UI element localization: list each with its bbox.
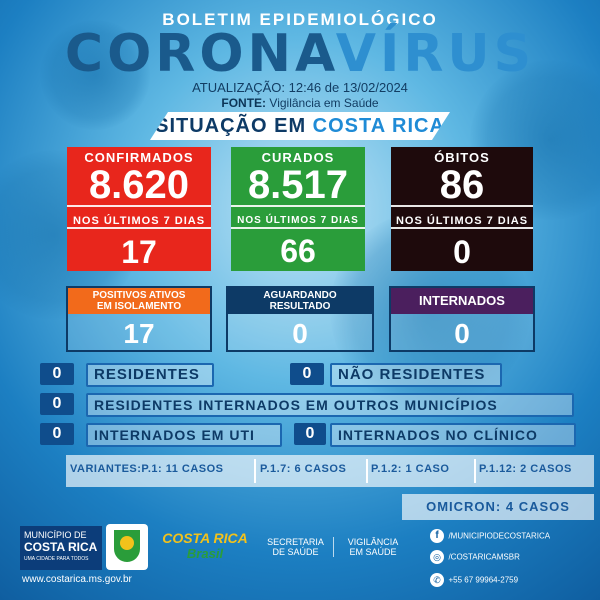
update-timestamp: ATUALIZAÇÃO: 12:46 de 13/02/2024	[192, 80, 408, 95]
source-label: FONTE:	[221, 96, 267, 110]
recovered-7days-label: NOS ÚLTIMOS 7 DIAS	[237, 215, 359, 226]
divider	[474, 459, 476, 483]
instagram-row[interactable]: ◎ /COSTARICAMSBR	[430, 548, 520, 566]
whatsapp-number: +55 67 99964-2759	[448, 575, 519, 585]
logo-text-2: Brasil	[186, 546, 224, 561]
variant-p12: P.1.2: 1 CASO	[371, 463, 450, 475]
active-cases-value: 17	[123, 318, 155, 349]
situation-city: COSTA RICA	[312, 115, 445, 137]
awaiting-label-1: AGUARDANDO	[263, 290, 337, 301]
confirmed-label: CONFIRMADOS	[84, 150, 194, 165]
deaths-label: ÓBITOS	[434, 150, 490, 165]
clinic-label: INTERNADOS NO CLÍNICO	[330, 423, 576, 447]
active-cases-box: POSITIVOS ATIVOS EM ISOLAMENTO 17	[66, 286, 212, 352]
divider	[67, 227, 211, 229]
icu-count: 0	[40, 423, 74, 445]
municipality-logo: MUNICÍPIO DE COSTA RICA UMA CIDADE PARA …	[20, 526, 102, 570]
divider	[391, 227, 533, 229]
municipality-slogan: UMA CIDADE PARA TODOS	[24, 556, 89, 562]
deaths-card: ÓBITOS 86 NOS ÚLTIMOS 7 DIAS 0	[391, 147, 533, 271]
divider	[254, 459, 256, 483]
surveillance-line1: VIGILÂNCIA	[347, 537, 399, 547]
title-part-virus: VÍRUS	[335, 24, 536, 84]
facebook-handle: /MUNICIPIODECOSTARICA	[448, 531, 551, 541]
hospitalized-label: INTERNADOS	[419, 293, 505, 308]
recovered-value: 8.517	[247, 163, 349, 207]
confirmed-card: CONFIRMADOS 8.620 NOS ÚLTIMOS 7 DIAS 17	[67, 147, 211, 271]
whatsapp-row[interactable]: ✆ +55 67 99964-2759	[430, 571, 518, 589]
confirmed-7days-label: NOS ÚLTIMOS 7 DIAS	[72, 215, 206, 227]
hospitalized-value: 0	[454, 318, 470, 349]
source-line: FONTE: Vigilância em Saúde	[0, 96, 600, 110]
municipality-line1: MUNICÍPIO DE	[24, 530, 87, 540]
recovered-label: CURADOS	[261, 150, 335, 165]
secretariat-line1: SECRETARIA	[267, 537, 324, 547]
page-title: CORONAVÍRUS	[0, 26, 600, 82]
website-link[interactable]: www.costarica.ms.gov.br	[22, 574, 132, 585]
situation-label: SITUAÇÃO EM	[155, 115, 307, 137]
situation-banner: SITUAÇÃO EM COSTA RICA	[150, 112, 450, 140]
residents-count: 0	[40, 363, 74, 385]
divider	[231, 227, 365, 229]
non-residents-label: NÃO RESIDENTES	[330, 363, 502, 387]
divider	[391, 205, 533, 207]
logo-text-1: COSTA RICA	[162, 530, 248, 546]
residents-label: RESIDENTES	[86, 363, 214, 387]
hospitalized-box: INTERNADOS 0	[389, 286, 535, 352]
variant-p112: P.1.12: 2 CASOS	[479, 463, 572, 475]
divider	[231, 205, 365, 207]
health-surveillance: VIGILÂNCIA EM SAÚDE	[340, 537, 406, 557]
active-cases-header: POSITIVOS ATIVOS EM ISOLAMENTO	[68, 288, 210, 314]
other-municipalities-count: 0	[40, 393, 74, 415]
confirmed-value: 8.620	[88, 163, 190, 207]
divider	[366, 459, 368, 483]
clinic-count: 0	[294, 423, 326, 445]
variant-p17: P.1.7: 6 CASOS	[260, 463, 347, 475]
surveillance-line2: EM SAÚDE	[349, 547, 397, 557]
awaiting-results-header: AGUARDANDO RESULTADO	[228, 288, 372, 314]
deaths-7days-label: NOS ÚLTIMOS 7 DIAS	[395, 215, 529, 227]
confirmed-7days-value: 17	[121, 234, 157, 270]
non-residents-count: 0	[290, 363, 324, 385]
awaiting-results-box: AGUARDANDO RESULTADO 0	[226, 286, 374, 352]
facebook-row[interactable]: f /MUNICIPIODECOSTARICA	[430, 527, 550, 545]
source-value: Vigilância em Saúde	[269, 96, 379, 110]
icu-label: INTERNADOS EM UTI	[86, 423, 282, 447]
title-part-corona: CORONA	[64, 24, 336, 84]
recovered-card: CURADOS 8.517 NOS ÚLTIMOS 7 DIAS 66	[231, 147, 365, 271]
secretariat-line2: DE SAÚDE	[272, 547, 319, 557]
virus-decoration	[40, 20, 150, 130]
deaths-7days-value: 0	[453, 234, 471, 270]
hospitalized-header: INTERNADOS	[391, 288, 533, 314]
awaiting-results-value: 0	[292, 318, 308, 349]
health-secretariat: SECRETARIA DE SAÚDE	[258, 537, 334, 557]
omicron-cases: OMICRON: 4 CASOS	[402, 494, 594, 520]
variants-bar: VARIANTES:P.1: 11 CASOS P.1.7: 6 CASOS P…	[66, 455, 594, 487]
deaths-value: 86	[439, 163, 485, 207]
divider	[67, 205, 211, 207]
variant-p1: VARIANTES:P.1: 11 CASOS	[70, 463, 224, 475]
awaiting-label-2: RESULTADO	[269, 301, 331, 312]
bulletin-title: BOLETIM EPIDEMIOLÓGICO	[162, 10, 438, 29]
other-municipalities-label: RESIDENTES INTERNADOS EM OUTROS MUNICÍPI…	[86, 393, 574, 417]
instagram-icon: ◎	[430, 549, 444, 564]
instagram-handle: /COSTARICAMSBR	[448, 552, 520, 562]
recovered-7days-value: 66	[280, 233, 316, 269]
active-cases-label-2: EM ISOLAMENTO	[96, 301, 182, 312]
coat-of-arms-icon	[106, 524, 148, 570]
facebook-icon: f	[430, 528, 444, 543]
whatsapp-icon: ✆	[430, 572, 444, 587]
municipality-line2: COSTA RICA	[24, 540, 98, 554]
active-cases-label-1: POSITIVOS ATIVOS	[92, 290, 186, 301]
costa-rica-brasil-logo: COSTA RICA Brasil	[162, 530, 248, 570]
